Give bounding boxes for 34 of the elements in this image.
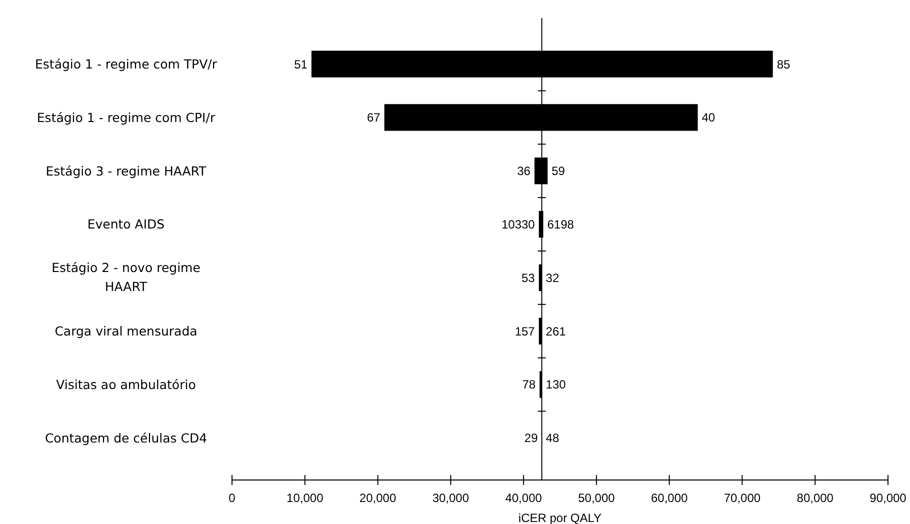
y-tick-label: Estágio 1 - regime com CPI/r xyxy=(36,110,216,125)
annotation: 67 xyxy=(366,110,381,125)
y-tick-label: Visitas ao ambulatório xyxy=(56,376,196,392)
annotation: 10330 xyxy=(501,217,536,232)
annotation: 6198 xyxy=(547,217,574,232)
y-tick-label: Carga viral mensurada xyxy=(54,323,198,338)
x-tick-label: 60,000 xyxy=(650,491,688,505)
y-tick-label: Evento AIDS xyxy=(87,216,165,232)
annotation: 48 xyxy=(546,431,560,446)
annotation: 85 xyxy=(776,57,791,72)
x-tick-label: 50,000 xyxy=(578,491,616,505)
y-tick-label: Estágio 1 - regime com TPV/r xyxy=(35,56,218,72)
x-tick-label: 30,000 xyxy=(432,491,470,505)
y-tick-label: Estágio 2 - novo regime HAART xyxy=(52,260,201,294)
y-tick-label: Contagem de células CD4 xyxy=(44,430,208,446)
annotation: 32 xyxy=(546,270,560,285)
annotation: 40 xyxy=(702,110,716,125)
annotation: 53 xyxy=(522,270,536,285)
annotation: 36 xyxy=(517,164,531,178)
x-tick-label: 90,000 xyxy=(870,491,907,505)
y-tick-label: Estágio 3 - regime HAART xyxy=(46,163,207,178)
annotation: 261 xyxy=(546,324,566,338)
annotation: 130 xyxy=(546,378,566,392)
annotation: 51 xyxy=(294,57,308,72)
x-tick-label: 0 xyxy=(228,491,236,505)
x-tick-label: 40,000 xyxy=(505,491,542,505)
x-tick-label: 70,000 xyxy=(724,491,761,505)
x-tick-label: 10,000 xyxy=(286,491,324,505)
annotation: 157 xyxy=(514,324,536,338)
annotation: 59 xyxy=(552,164,566,178)
annotation: 78 xyxy=(522,378,536,392)
x-tick-label: 80,000 xyxy=(796,491,834,505)
x-tick-label: 20,000 xyxy=(359,491,396,505)
annotation: 29 xyxy=(524,431,538,446)
